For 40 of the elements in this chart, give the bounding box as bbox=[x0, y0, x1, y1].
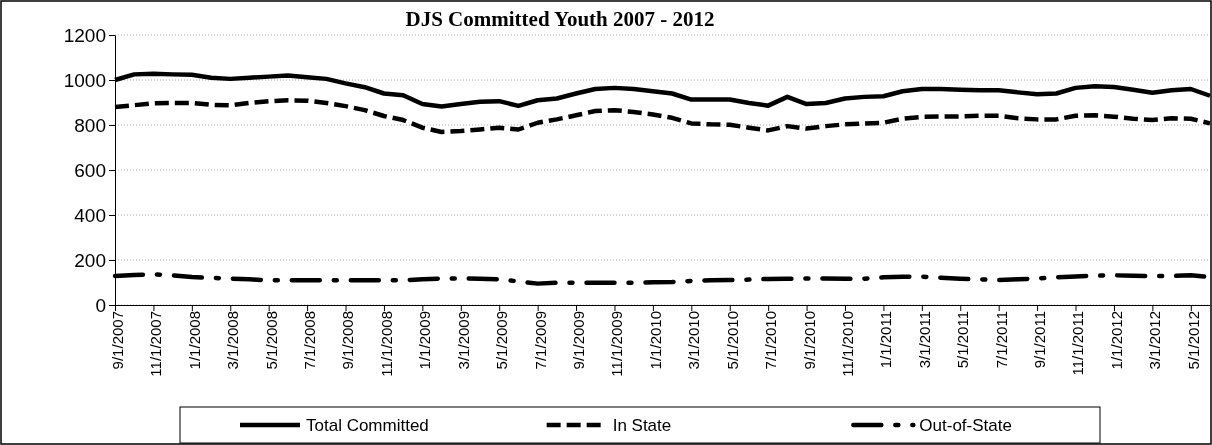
y-tick-label: 200 bbox=[74, 249, 106, 271]
x-tick-label: 7/1/2011 bbox=[992, 311, 1010, 369]
legend-label: Out-of-State bbox=[919, 416, 1012, 435]
x-tick-label: 3/1/2009 bbox=[454, 311, 472, 370]
x-tick-label: 7/1/2008 bbox=[301, 311, 319, 370]
x-tick-label: 5/1/2012 bbox=[1184, 311, 1202, 370]
x-tick-label: 11/1/2011 bbox=[1069, 311, 1087, 376]
x-tick-label: 11/1/2010 bbox=[838, 311, 856, 377]
x-tick-label: 3/1/2012 bbox=[1146, 311, 1164, 370]
x-tick-label: 9/1/2007 bbox=[108, 311, 126, 370]
x-tick-label: 5/1/2010 bbox=[723, 311, 741, 370]
x-tick-label: 9/1/2010 bbox=[800, 311, 818, 370]
x-tick-label: 9/1/2011 bbox=[1031, 311, 1049, 369]
y-tick-label: 0 bbox=[95, 294, 106, 316]
legend-label: In State bbox=[612, 416, 672, 435]
x-tick-label: 11/1/2008 bbox=[377, 311, 395, 377]
x-tick-label: 11/1/2007 bbox=[147, 311, 165, 377]
x-tick-label: 1/1/2011 bbox=[877, 311, 895, 369]
x-tick-label: 3/1/2011 bbox=[915, 311, 933, 369]
x-tick-label: 1/1/2008 bbox=[185, 311, 203, 370]
x-tick-label: 7/1/2010 bbox=[762, 311, 780, 370]
y-tick-label: 400 bbox=[74, 204, 106, 226]
y-tick-label: 800 bbox=[74, 114, 106, 136]
chart-title: DJS Committed Youth 2007 - 2012 bbox=[405, 7, 715, 31]
x-tick-label: 5/1/2009 bbox=[493, 311, 511, 370]
y-tick-label: 600 bbox=[74, 159, 106, 181]
y-tick-label: 1200 bbox=[63, 24, 106, 46]
x-tick-label: 7/1/2009 bbox=[531, 311, 549, 370]
x-tick-label: 11/1/2009 bbox=[608, 311, 626, 377]
legend-label: Total Committed bbox=[306, 416, 429, 435]
x-tick-label: 1/1/2010 bbox=[646, 311, 664, 370]
x-tick-label: 3/1/2008 bbox=[224, 311, 242, 370]
x-tick-label: 3/1/2010 bbox=[685, 311, 703, 370]
x-tick-label: 5/1/2008 bbox=[262, 311, 280, 370]
x-tick-label: 1/1/2009 bbox=[416, 311, 434, 370]
x-tick-label: 5/1/2011 bbox=[954, 311, 972, 369]
x-tick-label: 9/1/2008 bbox=[339, 311, 357, 370]
x-tick-label: 1/1/2012 bbox=[1107, 311, 1125, 370]
x-tick-label: 9/1/2009 bbox=[570, 311, 588, 370]
y-tick-label: 1000 bbox=[63, 69, 106, 91]
